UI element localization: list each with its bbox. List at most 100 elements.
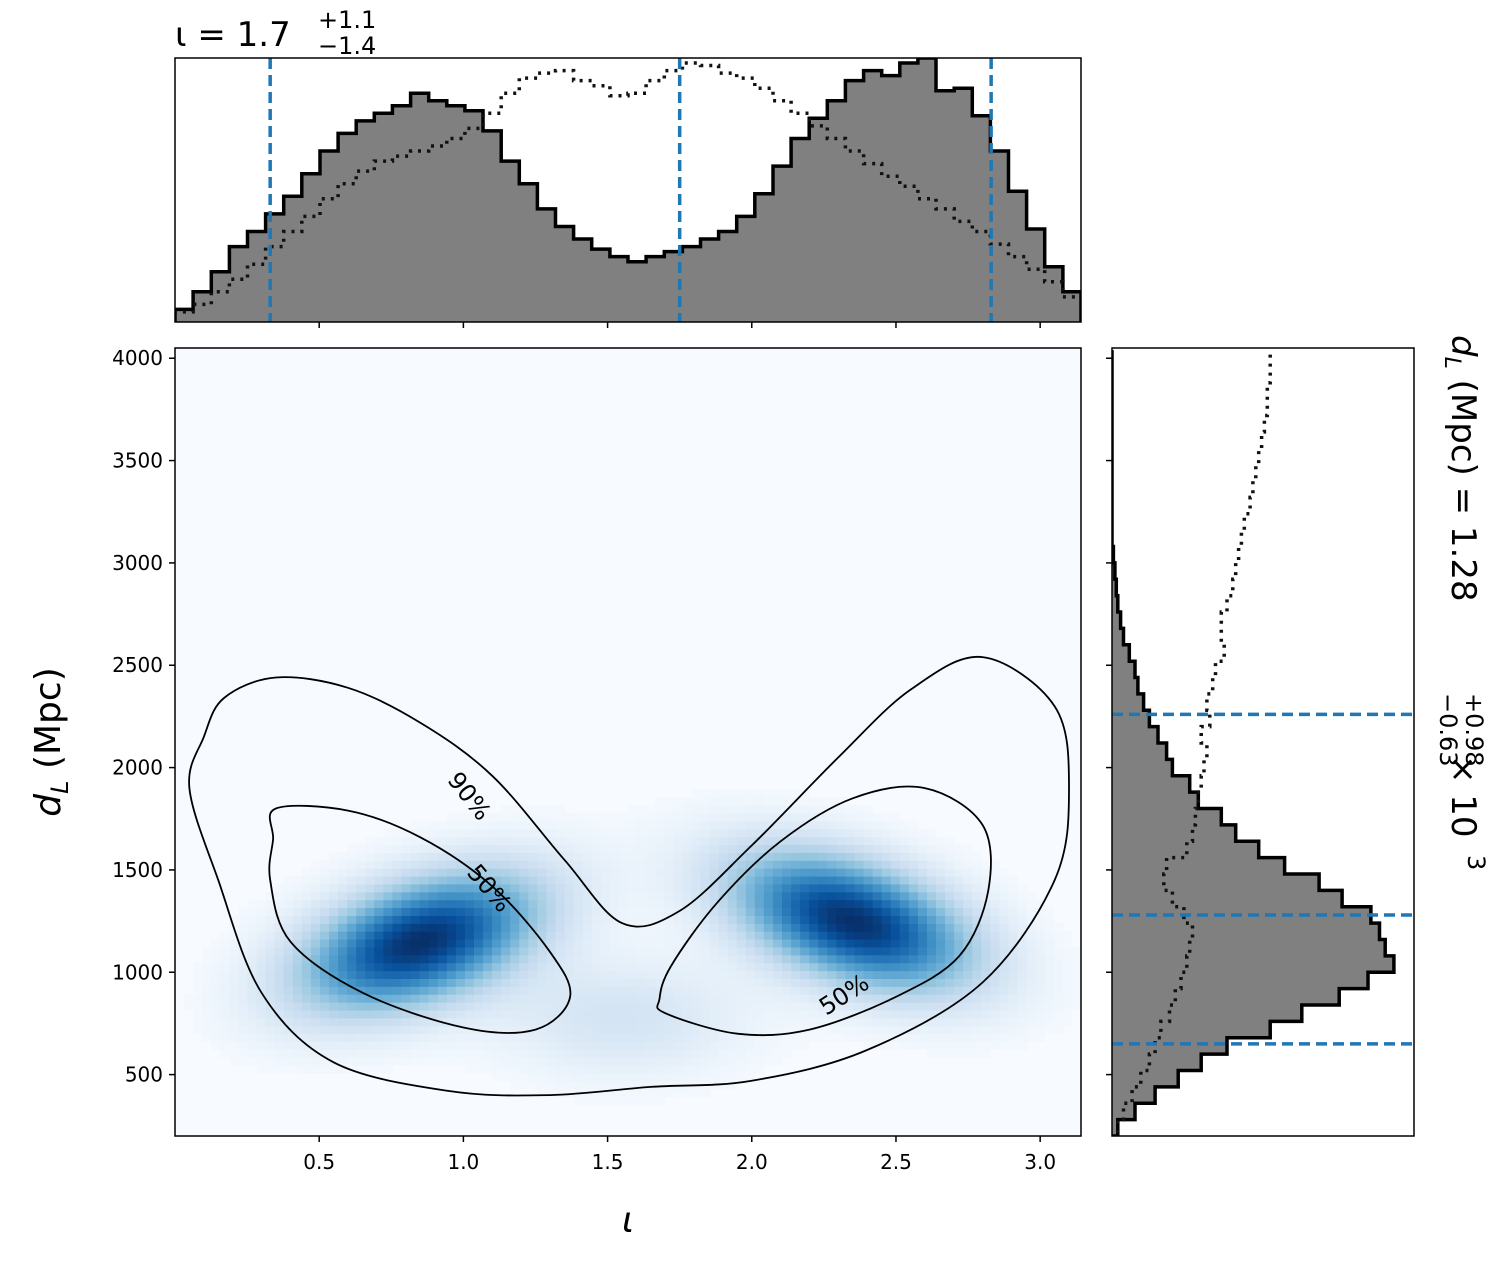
density-cell	[473, 970, 484, 979]
density-cell	[827, 797, 837, 806]
density-cell	[401, 1057, 412, 1066]
density-cell	[537, 946, 548, 956]
density-cell	[736, 820, 747, 830]
density-cell	[754, 789, 765, 798]
density-cell	[564, 1080, 575, 1090]
density-cell	[845, 923, 856, 932]
density-cell	[972, 931, 982, 940]
density-cell	[519, 1057, 529, 1066]
density-cell	[365, 994, 375, 1003]
density-cell	[582, 978, 593, 987]
density-cell	[836, 844, 847, 853]
density-cell	[582, 875, 593, 885]
density-cell	[655, 1080, 665, 1090]
density-cell	[646, 836, 656, 846]
density-cell	[247, 946, 258, 956]
density-cell	[954, 852, 964, 861]
density-cell	[410, 891, 421, 901]
density-cell	[347, 875, 357, 885]
density-cell	[419, 883, 430, 893]
density-cell	[618, 812, 629, 822]
density-cell	[981, 1017, 991, 1027]
density-cell	[1044, 962, 1055, 972]
density-cell	[555, 946, 566, 956]
density-cell	[365, 923, 375, 932]
density-cell	[718, 1072, 729, 1082]
density-cell	[655, 812, 665, 822]
density-cell	[809, 986, 819, 995]
density-cell	[519, 1049, 529, 1058]
density-cell	[899, 868, 910, 877]
density-cell	[772, 883, 783, 893]
density-cell	[609, 1088, 620, 1098]
density-cell	[646, 1088, 656, 1098]
density-cell	[510, 1080, 520, 1090]
density-cell	[600, 986, 611, 995]
density-cell	[600, 899, 611, 909]
density-cell	[564, 883, 575, 893]
density-cell	[483, 812, 493, 822]
density-cell	[211, 946, 221, 956]
density-cell	[899, 923, 910, 932]
density-cell	[646, 1049, 656, 1058]
density-cell	[637, 954, 647, 964]
density-cell	[763, 994, 774, 1003]
density-cell	[890, 970, 901, 979]
density-cell	[546, 907, 557, 916]
density-cell	[220, 946, 230, 956]
density-cell	[782, 1041, 792, 1050]
density-cell	[863, 931, 874, 940]
density-cell	[926, 868, 937, 877]
density-cell	[419, 1057, 430, 1066]
density-cell	[473, 994, 484, 1003]
density-cell	[437, 1009, 448, 1019]
density-cell	[229, 1017, 240, 1027]
density-cell	[483, 970, 493, 979]
density-cell	[419, 828, 430, 838]
density-cell	[700, 875, 711, 885]
density-cell	[555, 907, 566, 916]
density-cell	[1026, 954, 1037, 964]
density-cell	[926, 1017, 937, 1027]
density-cell	[356, 954, 366, 964]
density-cell	[283, 978, 294, 987]
density-cell	[464, 923, 475, 932]
density-cell	[274, 1033, 285, 1043]
density-cell	[637, 852, 647, 861]
density-cell	[908, 1025, 919, 1035]
density-cell	[972, 1025, 982, 1035]
density-cell	[999, 868, 1010, 877]
density-cell	[718, 1025, 729, 1035]
density-cell	[709, 1033, 720, 1043]
x-tick-label: 2.0	[736, 1150, 768, 1174]
density-cell	[818, 836, 828, 846]
density-cell	[374, 954, 384, 964]
density-cell	[772, 860, 783, 869]
density-cell	[818, 805, 828, 814]
right-marginal-panel	[1112, 350, 1414, 1136]
density-cell	[890, 939, 901, 948]
density-cell	[229, 962, 240, 972]
density-cell	[945, 962, 955, 972]
density-cell	[310, 875, 321, 885]
density-cell	[673, 954, 683, 964]
density-cell	[854, 1033, 865, 1043]
density-cell	[854, 805, 865, 814]
density-cell	[446, 1002, 457, 1011]
density-cell	[537, 994, 548, 1003]
density-cell	[854, 939, 865, 948]
density-cell	[401, 970, 412, 979]
density-cell	[329, 1033, 339, 1043]
density-cell	[501, 1072, 511, 1082]
density-cell	[582, 954, 593, 964]
density-cell	[709, 978, 720, 987]
density-cell	[446, 970, 457, 979]
density-cell	[890, 875, 901, 885]
density-cell	[963, 883, 973, 893]
density-cell	[618, 828, 629, 838]
density-cell	[809, 939, 819, 948]
density-cell	[582, 1033, 593, 1043]
density-cell	[256, 970, 267, 979]
density-cell	[936, 860, 946, 869]
density-cell	[573, 1009, 584, 1019]
